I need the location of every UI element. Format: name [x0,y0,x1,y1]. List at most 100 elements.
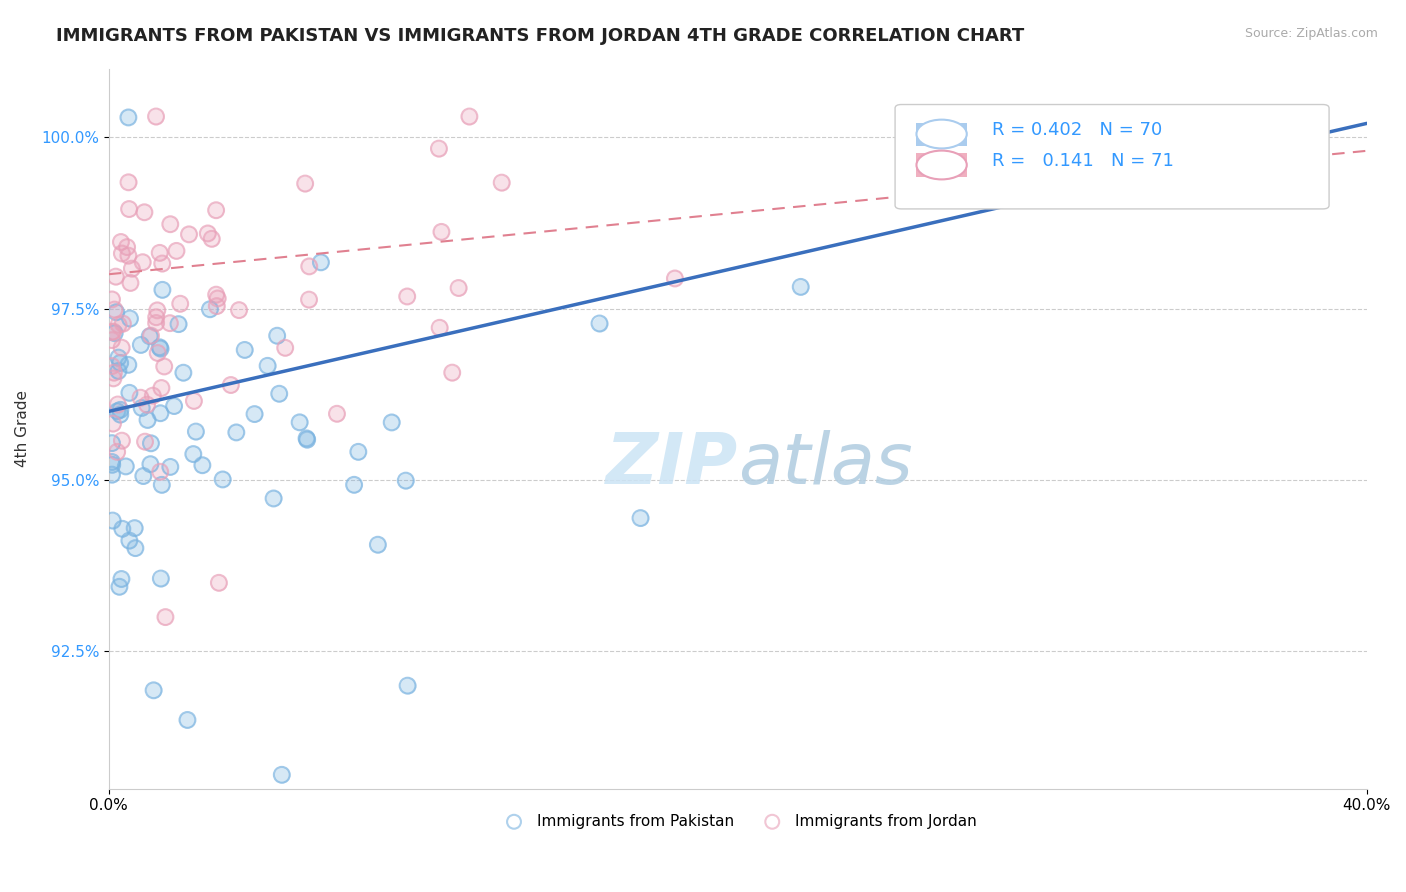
Point [142,389,165,403]
Y-axis label: 4th Grade: 4th Grade [15,390,30,467]
Point [427,142,450,156]
Point [149,342,172,356]
Point [243,407,266,421]
Point [228,303,250,318]
Point [184,425,207,439]
Point [153,359,176,374]
Point [979,191,1001,205]
Point [131,401,153,415]
Point [295,431,318,445]
Point [207,292,229,306]
Point [110,408,132,422]
Point [124,541,146,555]
Point [295,431,318,445]
Point [263,491,285,506]
Point [266,328,288,343]
Point [101,467,124,482]
Point [205,203,228,218]
Point [101,458,124,472]
Point [169,297,191,311]
Point [131,401,153,415]
Point [429,320,451,334]
Point [588,317,610,331]
Point [191,458,214,473]
Point [131,255,153,269]
Point [107,318,129,332]
Point [115,240,138,254]
Point [101,325,124,339]
Point [167,317,190,331]
Point [101,514,124,528]
Point [110,402,132,417]
Point [121,261,143,276]
Point [145,310,167,325]
Point [110,235,132,249]
Point [129,391,152,405]
Point [155,610,177,624]
Point [101,436,124,450]
Point [205,299,228,313]
Point [105,404,128,418]
Point [118,533,141,548]
Point [136,413,159,427]
Point [183,393,205,408]
Point [111,434,134,448]
FancyBboxPatch shape [896,104,1329,209]
Point [198,302,221,317]
Point [197,227,219,241]
Point [233,343,256,357]
Point [146,346,169,360]
Point [101,293,124,307]
Point [120,276,142,290]
Point [107,364,129,378]
Point [491,176,513,190]
Point [139,436,162,450]
Point [159,316,181,330]
Point [103,325,125,339]
Point [139,328,162,343]
Point [111,246,134,260]
Point [104,326,127,340]
Point [263,491,285,506]
Point [108,580,131,594]
Point [110,235,132,249]
Point [101,417,124,431]
Point [117,358,139,372]
Text: R =   0.141   N = 71: R = 0.141 N = 71 [993,152,1174,169]
Point [101,359,124,373]
Point [105,305,128,319]
Point [491,176,513,190]
Point [159,316,181,330]
Point [105,445,128,459]
Point [298,293,321,307]
Point [183,393,205,408]
Point [146,303,169,318]
Point [138,329,160,343]
Point [233,343,256,357]
Point [103,302,125,317]
Point [129,338,152,352]
Point [101,467,124,482]
Text: Source: ZipAtlas.com: Source: ZipAtlas.com [1244,27,1378,40]
Point [104,269,127,284]
Point [111,522,134,536]
Point [139,328,162,343]
Point [139,457,162,471]
Point [790,280,813,294]
Point [396,679,419,693]
Point [347,445,370,459]
Point [110,572,132,586]
Point [111,522,134,536]
Point [150,256,173,270]
Point [149,406,172,420]
Point [177,227,200,242]
Point [298,260,321,274]
Point [298,260,321,274]
Point [176,713,198,727]
Point [181,447,204,461]
Point [103,371,125,385]
Point [111,246,134,260]
Point [118,202,141,216]
Text: IMMIGRANTS FROM PAKISTAN VS IMMIGRANTS FROM JORDAN 4TH GRADE CORRELATION CHART: IMMIGRANTS FROM PAKISTAN VS IMMIGRANTS F… [56,27,1025,45]
Point [159,217,181,231]
